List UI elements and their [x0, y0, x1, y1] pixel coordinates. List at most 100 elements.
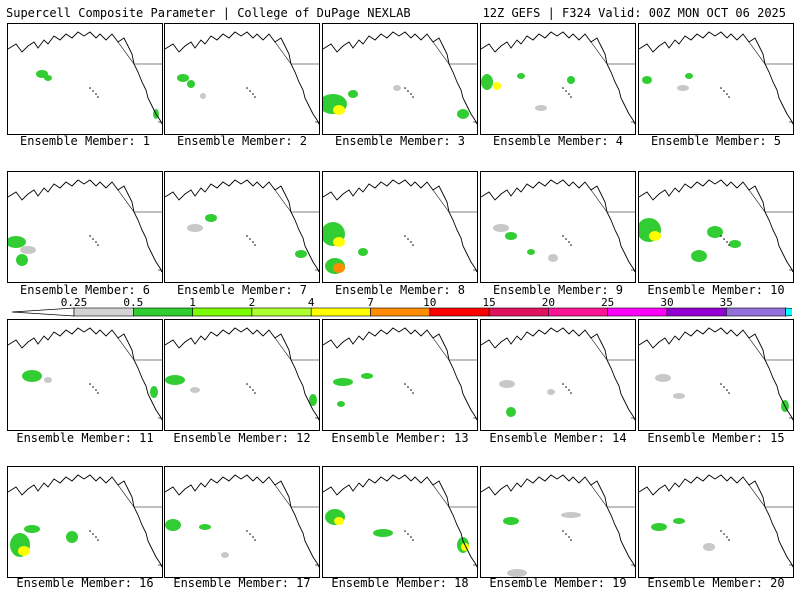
colorbar-segment — [251, 307, 312, 317]
island-marker — [720, 235, 722, 237]
colorbar-tick-label: 35 — [720, 296, 733, 309]
colorbar-tick-label: 30 — [660, 296, 673, 309]
political-border — [748, 41, 766, 65]
island-marker — [246, 383, 248, 385]
scp-contour-fill — [677, 85, 689, 91]
island-marker — [407, 238, 409, 240]
island-marker — [565, 386, 567, 388]
scp-contour-fill — [707, 226, 723, 238]
scp-contour-fill — [333, 105, 345, 115]
coastline — [8, 179, 162, 273]
scp-contour-fill — [567, 76, 575, 84]
scp-contour-fill — [535, 105, 547, 111]
island-marker — [568, 93, 570, 95]
scp-contour-fill — [333, 237, 345, 247]
island-marker — [565, 533, 567, 535]
map-svg — [639, 31, 793, 125]
island-marker — [570, 96, 572, 98]
scp-contour-fill — [673, 393, 685, 399]
map-svg — [639, 179, 793, 273]
scp-contour-fill — [651, 523, 667, 531]
political-border — [432, 41, 450, 65]
island-marker — [570, 539, 572, 541]
panel-label: Ensemble Member: 2 — [176, 134, 308, 148]
colorbar-high-arrow — [785, 307, 792, 317]
scp-contour-fill — [16, 254, 28, 266]
political-border — [432, 337, 450, 361]
scp-contour-fill — [493, 82, 501, 90]
colorbar-segment — [192, 307, 253, 317]
colorbar-tick-label: 10 — [423, 296, 436, 309]
island-marker — [412, 244, 414, 246]
scp-contour-fill — [358, 248, 368, 256]
ensemble-map-panel — [7, 171, 163, 283]
political-border — [274, 189, 292, 213]
coastline — [165, 179, 319, 273]
ensemble-map-panel — [322, 319, 478, 431]
colorbar-tick-label: 4 — [308, 296, 315, 309]
island-marker — [89, 235, 91, 237]
political-border — [590, 484, 608, 508]
scp-contour-fill — [685, 73, 693, 79]
map-svg — [8, 327, 162, 421]
island-marker — [568, 536, 570, 538]
island-marker — [720, 383, 722, 385]
scp-contour-fill — [187, 80, 195, 88]
colorbar-low-arrow — [12, 307, 75, 317]
scp-contour-fill — [36, 70, 48, 78]
scp-contour-fill — [373, 529, 393, 537]
island-marker — [720, 530, 722, 532]
ensemble-map-panel — [638, 319, 794, 431]
ensemble-map-panel — [164, 171, 320, 283]
colorbar-tick-label: 1 — [189, 296, 196, 309]
island-marker — [720, 87, 722, 89]
island-marker — [254, 96, 256, 98]
political-border — [590, 41, 608, 65]
island-marker — [249, 386, 251, 388]
scp-contour-fill — [295, 250, 307, 258]
island-marker — [95, 241, 97, 243]
coastline — [323, 179, 477, 273]
island-marker — [252, 241, 254, 243]
scp-contour-fill — [655, 374, 671, 382]
island-marker — [562, 530, 564, 532]
ensemble-map-panel — [480, 466, 636, 578]
scp-contour-fill — [649, 231, 661, 241]
island-marker — [254, 392, 256, 394]
scp-contour-fill — [190, 387, 200, 393]
panel-label: Ensemble Member: 14 — [489, 431, 627, 445]
island-marker — [95, 389, 97, 391]
island-marker — [728, 539, 730, 541]
coastline — [481, 474, 635, 568]
island-marker — [97, 392, 99, 394]
scp-contour-fill — [44, 75, 52, 81]
political-border — [117, 41, 135, 65]
island-marker — [89, 87, 91, 89]
map-title: Supercell Composite Parameter | College … — [6, 6, 411, 20]
scp-contour-fill — [527, 249, 535, 255]
political-border — [274, 337, 292, 361]
coastline — [165, 31, 319, 125]
panel-label: Ensemble Member: 6 — [19, 283, 151, 297]
map-svg — [323, 474, 477, 568]
island-marker — [565, 238, 567, 240]
panel-label: Ensemble Member: 8 — [334, 283, 466, 297]
panel-label: Ensemble Member: 5 — [650, 134, 782, 148]
scp-contour-fill — [729, 240, 741, 248]
panel-label: Ensemble Member: 20 — [647, 576, 785, 590]
scp-contour-fill — [150, 386, 158, 398]
ensemble-map-panel — [7, 466, 163, 578]
coastline — [639, 327, 793, 421]
scp-contour-fill — [493, 224, 509, 232]
scp-contour-fill — [187, 224, 203, 232]
scp-contour-fill — [177, 74, 189, 82]
island-marker — [562, 383, 564, 385]
ensemble-map-panel — [322, 171, 478, 283]
panel-label: Ensemble Member: 4 — [492, 134, 624, 148]
island-marker — [570, 244, 572, 246]
scp-contour-fill — [205, 214, 217, 222]
coastline — [8, 31, 162, 125]
island-marker — [723, 238, 725, 240]
island-marker — [407, 386, 409, 388]
political-border — [748, 337, 766, 361]
